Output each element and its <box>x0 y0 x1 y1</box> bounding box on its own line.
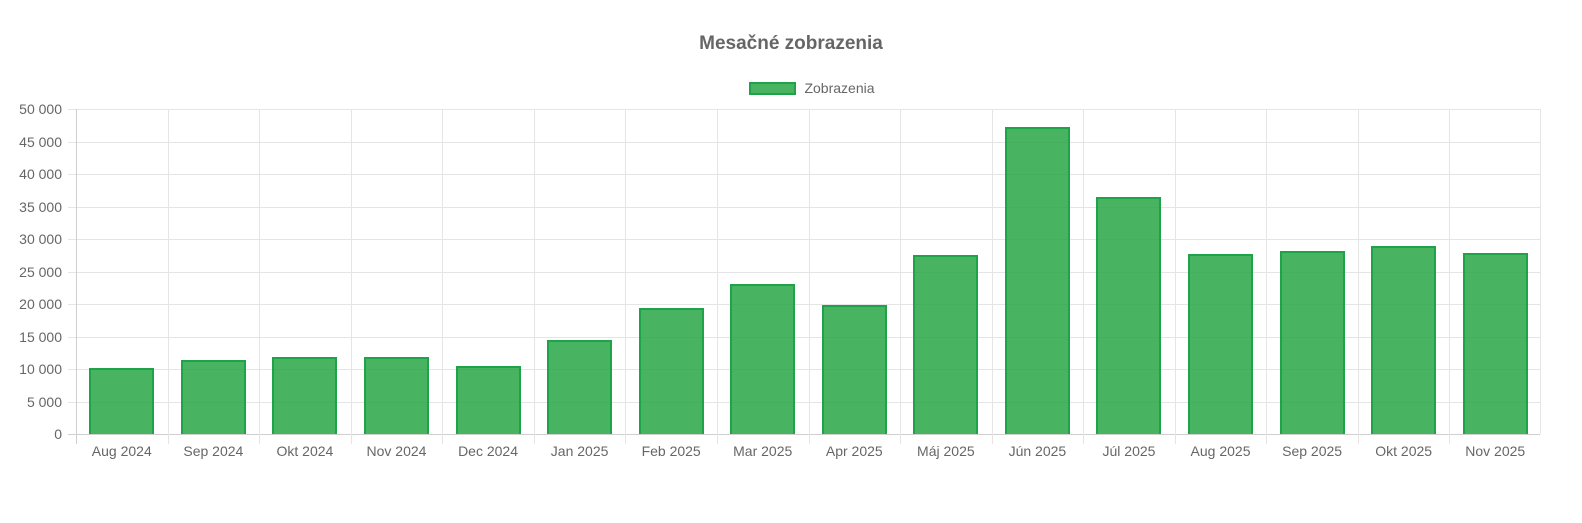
gridline-x <box>1266 109 1268 444</box>
bar[interactable] <box>363 356 429 434</box>
x-tick-label: Okt 2025 <box>1375 443 1433 459</box>
gridline-y <box>68 109 1540 110</box>
chart-title: Mesačné zobrazenia <box>699 33 883 54</box>
y-tick-label: 15 000 <box>19 328 62 345</box>
gridline-x <box>76 109 77 444</box>
legend[interactable]: Zobrazenia <box>0 80 1582 96</box>
bar[interactable] <box>821 304 887 434</box>
bar[interactable] <box>1279 251 1345 434</box>
bar[interactable] <box>913 254 979 434</box>
gridline-x <box>900 109 902 444</box>
bar[interactable] <box>1188 253 1254 434</box>
bar[interactable] <box>638 307 704 434</box>
gridline-y <box>68 271 1540 273</box>
gridline-y <box>68 174 1540 175</box>
y-tick-label: 0 <box>54 426 62 442</box>
bar[interactable] <box>1462 253 1528 434</box>
y-tick-label: 25 000 <box>19 263 62 280</box>
gridline-x <box>167 109 169 444</box>
bar[interactable] <box>1096 196 1162 434</box>
x-tick-label: Apr 2025 <box>825 443 883 459</box>
gridline-x <box>991 109 993 444</box>
legend-label[interactable]: Zobrazenia <box>804 80 875 96</box>
bar[interactable] <box>1371 246 1437 434</box>
x-tick-label: Sep 2025 <box>1282 443 1343 459</box>
gridline-x <box>625 109 627 444</box>
gridline-x <box>1174 109 1176 444</box>
x-tick-label: Nov 2025 <box>1465 443 1526 459</box>
x-tick-label: Júl 2025 <box>1102 443 1156 459</box>
gridline-x <box>1083 109 1085 444</box>
gridline-x <box>1449 109 1451 444</box>
bar[interactable] <box>455 365 521 434</box>
bar[interactable] <box>272 356 338 434</box>
x-tick-label: Dec 2024 <box>458 443 518 459</box>
gridline-y <box>68 141 1540 143</box>
gridline-x <box>259 109 261 444</box>
gridline-y <box>68 239 1540 240</box>
y-tick-label: 35 000 <box>19 198 62 215</box>
plot-area <box>68 109 1541 444</box>
gridline-x <box>533 109 535 444</box>
y-tick-label: 45 000 <box>19 133 62 150</box>
x-tick-label: Jún 2025 <box>1008 443 1067 459</box>
gridline-y <box>68 336 1540 338</box>
bar[interactable] <box>730 283 796 434</box>
x-tick-label: Aug 2024 <box>91 443 152 459</box>
y-tick-label: 30 000 <box>19 231 62 247</box>
y-tick-label: 50 000 <box>19 101 62 117</box>
y-tick-label: 40 000 <box>19 166 62 182</box>
bar[interactable] <box>1004 126 1070 434</box>
gridline-y <box>68 434 1540 435</box>
gridline-x <box>808 109 810 444</box>
gridline-y <box>68 304 1540 305</box>
y-tick-label: 10 000 <box>19 361 62 377</box>
x-tick-label: Máj 2025 <box>917 443 975 459</box>
y-tick-label: 20 000 <box>19 296 62 312</box>
y-tick-label: 5 000 <box>26 393 62 410</box>
gridline-x <box>1357 109 1359 444</box>
x-tick-label: Mar 2025 <box>733 443 793 459</box>
gridline-x <box>350 109 352 444</box>
x-tick-label: Aug 2025 <box>1190 443 1251 459</box>
bar[interactable] <box>180 359 246 434</box>
bar[interactable] <box>547 339 613 434</box>
gridline-y <box>68 206 1540 208</box>
gridline-x <box>442 109 444 444</box>
x-tick-label: Okt 2024 <box>276 443 334 459</box>
x-tick-label: Sep 2024 <box>183 443 244 459</box>
x-tick-label: Feb 2025 <box>641 443 701 459</box>
legend-swatch[interactable] <box>749 81 797 95</box>
bar[interactable] <box>89 367 155 434</box>
gridline-y <box>68 369 1540 370</box>
x-tick-label: Nov 2024 <box>366 443 427 459</box>
x-tick-label: Jan 2025 <box>550 443 609 459</box>
gridline-x <box>716 109 718 444</box>
gridline-y <box>68 401 1540 403</box>
